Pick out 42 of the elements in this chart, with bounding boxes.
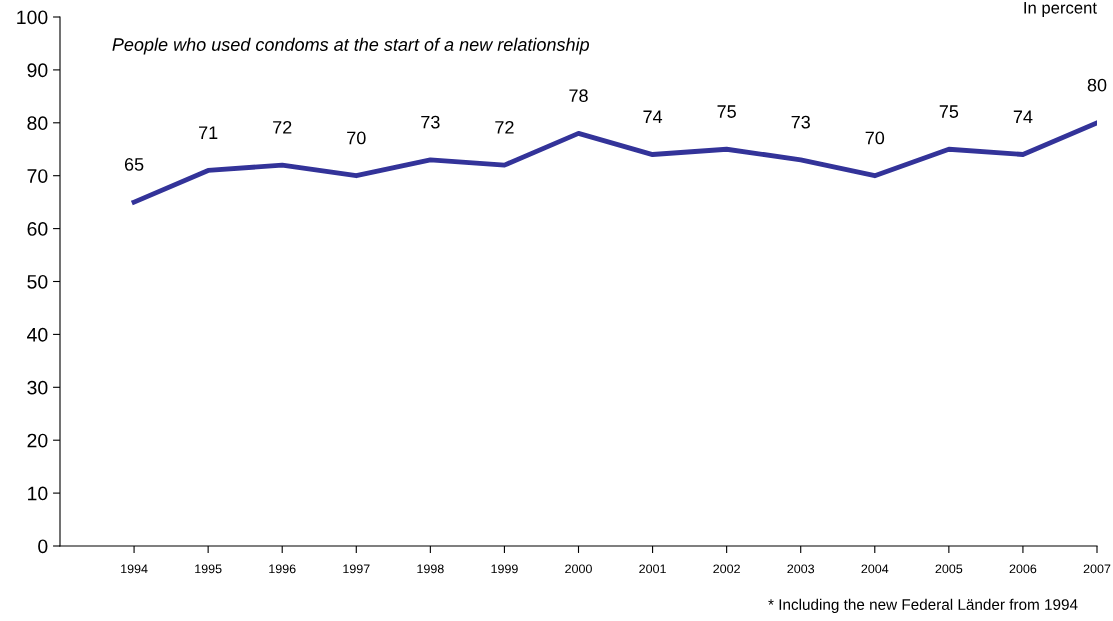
x-tick-label: 1995: [195, 564, 222, 574]
data-label: 74: [1013, 110, 1033, 124]
x-tick-label: 2004: [861, 564, 889, 574]
data-label: 75: [939, 105, 959, 118]
y-tick-label: 90: [27, 63, 48, 78]
text: * Including the new Federal Länder from 1994: [768, 598, 1078, 613]
y-tick-label: 20: [27, 433, 48, 448]
y-tick-label: 10: [28, 486, 48, 501]
data-label: 71: [199, 126, 218, 139]
data-label: 70: [347, 131, 366, 145]
x-tick-label: 2001: [639, 564, 666, 574]
data-label: 78: [569, 89, 588, 103]
y-tick-label: 100: [17, 10, 48, 25]
y-tick-label: 70: [27, 169, 48, 183]
x-tick-label: 1999: [491, 564, 518, 574]
y-tick-label: 30: [27, 380, 48, 395]
data-label: 80: [1087, 78, 1107, 92]
data-label: 74: [643, 110, 663, 124]
x-tick-label: 1994: [121, 564, 148, 574]
data-label: 72: [273, 120, 292, 134]
data-label: 73: [791, 115, 810, 129]
y-tick-label: 0: [38, 539, 48, 554]
x-tick-label: 2005: [935, 564, 963, 574]
data-label: 73: [421, 115, 440, 129]
x-tick-label: 2007: [1083, 564, 1111, 574]
x-tick-label: 1998: [417, 564, 444, 574]
x-tick-label: 2006: [1009, 564, 1037, 574]
x-tick-label: 1996: [269, 564, 296, 574]
y-tick-label: 50: [27, 274, 48, 289]
data-label: 72: [495, 120, 514, 134]
y-axis-title: In percent: [1024, 2, 1097, 17]
text: People who used condoms at the start of a new relationship: [112, 37, 590, 55]
data-label: 75: [717, 105, 736, 118]
data-label: 65: [124, 158, 144, 171]
x-tick-label: 1997: [343, 564, 370, 574]
x-tick-label: 2003: [787, 564, 815, 574]
x-tick-label: 2000: [565, 564, 592, 574]
x-tick-label: 2002: [713, 564, 740, 574]
y-tick-label: 80: [27, 116, 48, 131]
data-label: 70: [865, 131, 885, 145]
y-tick-label: 60: [27, 222, 48, 236]
y-tick-label: 40: [27, 327, 48, 342]
